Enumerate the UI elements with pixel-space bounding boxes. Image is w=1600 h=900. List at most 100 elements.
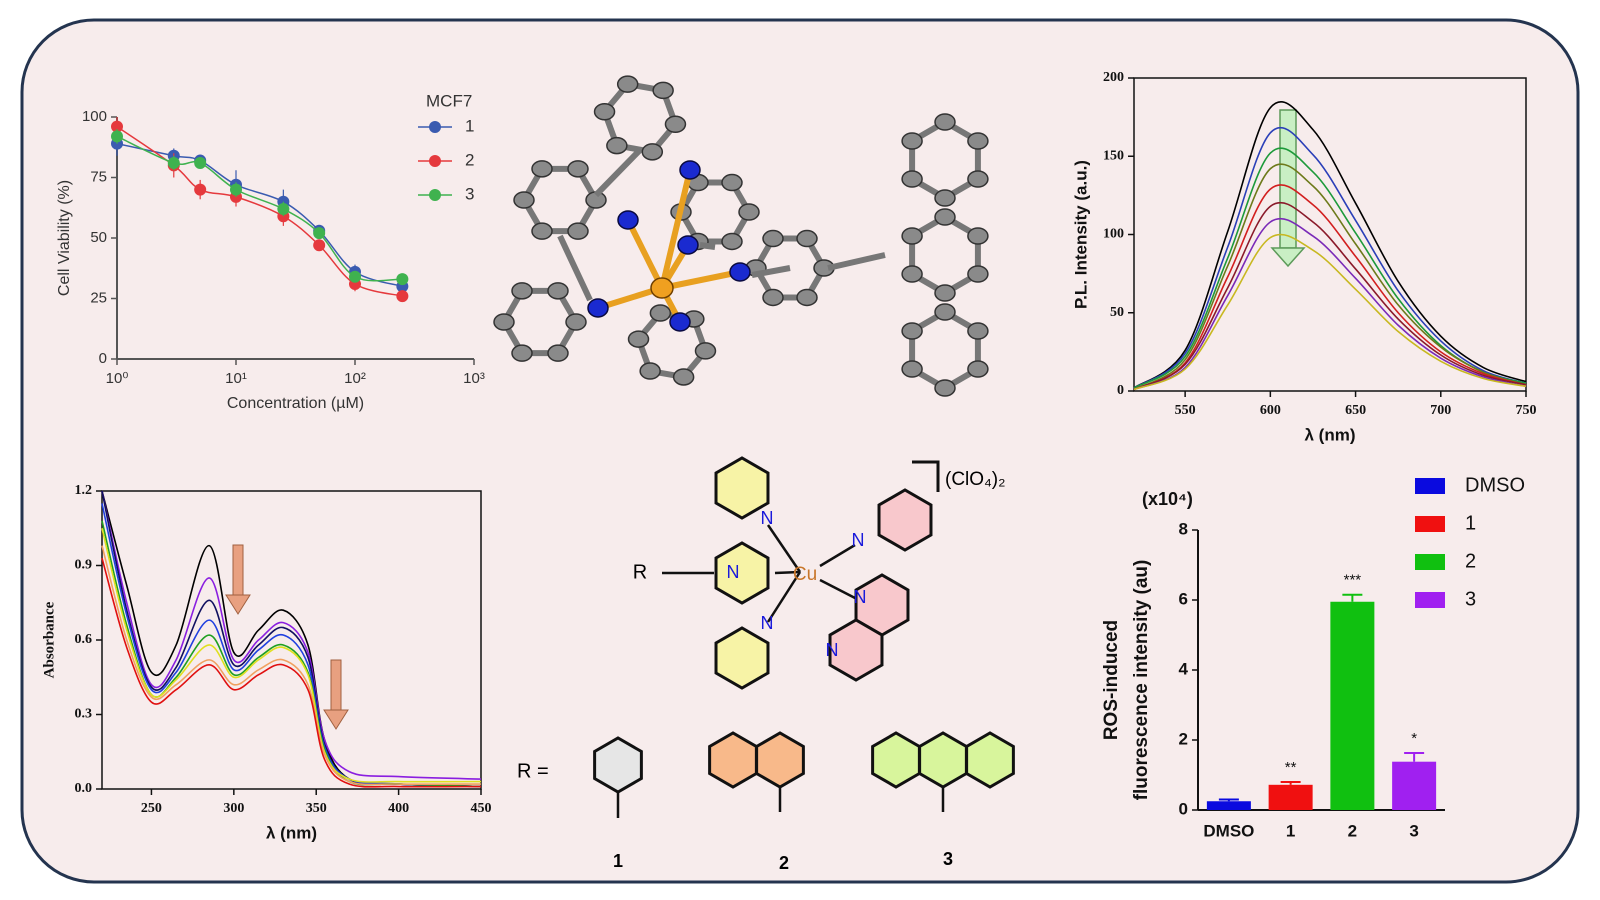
- atom: [901, 227, 923, 245]
- nitrogen-label: N: [826, 640, 839, 660]
- nitrogen-label: N: [854, 587, 867, 607]
- bond: [557, 234, 593, 302]
- point: [396, 290, 409, 303]
- x-tick-label: 550: [1175, 403, 1196, 418]
- curve: [1133, 101, 1527, 389]
- atom: [721, 173, 743, 192]
- point: [313, 227, 326, 240]
- atom: [721, 232, 743, 251]
- point: [194, 183, 207, 196]
- y-axis-label: ROS-induced: [1101, 620, 1122, 740]
- y-tick-label: 6: [1179, 589, 1188, 608]
- y-tick-label: 0.6: [75, 632, 93, 647]
- x-tick-label: 10²: [344, 370, 366, 387]
- ring: [965, 731, 1015, 789]
- legend-label: 1: [1465, 512, 1476, 534]
- curve: [1133, 163, 1527, 391]
- bond: [766, 571, 802, 623]
- atom: [617, 210, 639, 230]
- curve: [101, 545, 482, 786]
- ring: [714, 626, 770, 690]
- y-tick-label: 0: [1179, 799, 1188, 818]
- point: [313, 239, 326, 252]
- y-tick-label: 2: [1179, 729, 1188, 748]
- ring: [918, 731, 968, 789]
- atom: [672, 368, 695, 386]
- compound-number: 3: [943, 849, 953, 869]
- bond: [659, 169, 693, 289]
- bond: [819, 578, 856, 600]
- atom: [547, 282, 569, 300]
- atom: [511, 282, 533, 300]
- bond: [766, 524, 802, 573]
- legend-swatch: [1415, 592, 1445, 608]
- legend-label: 3: [465, 184, 474, 203]
- chart: 0 25 50 75 100 10⁰ 10¹ 10² 10³ Concentration (µM)…: [56, 91, 485, 412]
- atom: [669, 312, 691, 332]
- y-tick-label: 150: [1103, 148, 1124, 163]
- compound-number: 2: [779, 853, 789, 873]
- atom: [616, 75, 639, 93]
- nitrogen-label: N: [727, 562, 740, 582]
- legend-label: 1: [465, 116, 474, 135]
- y-axis-label: Absorbance: [41, 601, 57, 678]
- bar: [1206, 801, 1251, 810]
- atom: [567, 222, 589, 240]
- atom: [587, 298, 609, 318]
- curve: [101, 528, 482, 783]
- y-axis-label: fluorescence intensity (au): [1131, 560, 1152, 801]
- y-tick-label: 50: [90, 229, 107, 246]
- legend-label: 2: [1465, 550, 1476, 572]
- panel-frame: [20, 18, 1580, 884]
- atom: [796, 229, 818, 248]
- y-tick-label: 4: [1179, 659, 1189, 678]
- atom: [679, 160, 701, 180]
- ring: [708, 731, 758, 789]
- y-tick-label: 0.0: [75, 781, 93, 796]
- legend-title: MCF7: [426, 91, 472, 110]
- x-tick-label: 1: [1286, 821, 1295, 840]
- bar: [1268, 784, 1313, 810]
- bond: [593, 147, 643, 198]
- x-tick-label: 10³: [463, 370, 485, 387]
- y-tick-label: 100: [82, 108, 107, 125]
- crystal-structure: [493, 75, 989, 397]
- x-tick-label: 750: [1516, 403, 1537, 418]
- y-axis-label: Cell Viability (%): [56, 180, 73, 296]
- y-tick-label: 75: [90, 168, 107, 185]
- unit-label: (x10⁴): [1142, 489, 1193, 509]
- x-tick-label: 10¹: [225, 370, 247, 387]
- atom: [664, 115, 687, 134]
- chart: 0 2 4 6 8 DMSO DMSO 1 ** 1 2 *** 2 3 * 3 (x10⁴) ROS-induc…: [1101, 474, 1525, 840]
- y-tick-label: 25: [90, 289, 107, 306]
- atom: [901, 170, 923, 188]
- y-tick-label: 50: [1110, 305, 1124, 320]
- legend-swatch: [1415, 478, 1445, 494]
- curve: [1133, 217, 1527, 391]
- arrow-body: [330, 659, 342, 711]
- significance-label: ***: [1344, 572, 1362, 589]
- ring: [871, 731, 921, 789]
- bond: [699, 242, 716, 250]
- atom: [901, 132, 923, 150]
- curve: [1133, 233, 1527, 391]
- legend-label: 2: [465, 150, 474, 169]
- atom: [627, 330, 650, 348]
- atom: [677, 235, 699, 255]
- bond: [827, 252, 886, 271]
- y-tick-label: 1.2: [75, 483, 93, 498]
- x-axis-label: Concentration (µM): [227, 395, 364, 412]
- atom: [513, 191, 535, 209]
- atom: [796, 288, 818, 307]
- curve: [1133, 201, 1527, 391]
- x-tick-label: 400: [388, 801, 409, 816]
- curve: [1133, 184, 1527, 391]
- ring: [714, 541, 770, 605]
- y-tick-label: 0.9: [75, 558, 93, 573]
- curve: [101, 557, 482, 788]
- atom: [762, 288, 784, 307]
- atom: [641, 143, 664, 161]
- atom: [652, 81, 674, 100]
- point: [111, 130, 123, 143]
- atom: [934, 113, 956, 131]
